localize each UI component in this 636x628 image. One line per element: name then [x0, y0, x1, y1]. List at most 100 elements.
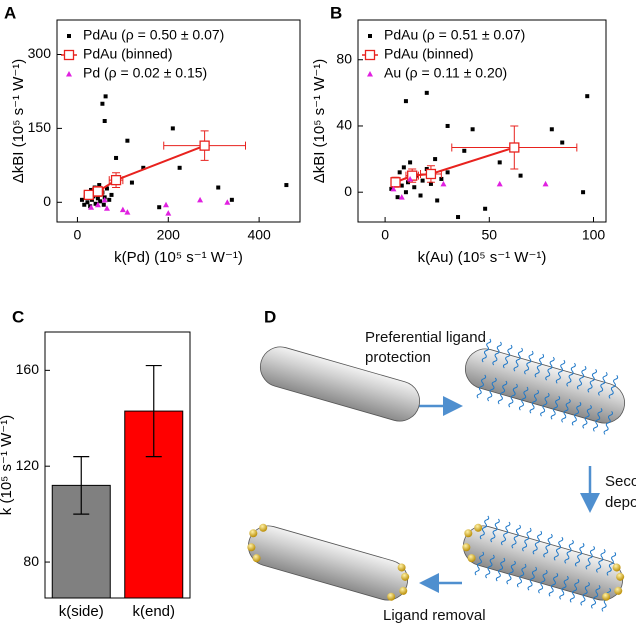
- x-tick-label: 50: [482, 227, 498, 243]
- legend-label: PdAu (binned): [83, 46, 173, 62]
- point: [560, 140, 565, 145]
- nanorod: [465, 338, 625, 435]
- ligand: [566, 362, 576, 387]
- point: [92, 186, 104, 197]
- gold-particle: [474, 523, 483, 532]
- gold-particle: [464, 529, 473, 538]
- point: [412, 185, 417, 190]
- x-tick-label: 0: [381, 227, 389, 243]
- point: [424, 90, 429, 95]
- ligand: [543, 533, 553, 558]
- x-tick-label: k(side): [59, 603, 104, 620]
- ligand: [502, 344, 513, 369]
- y-tick-label: 80: [336, 50, 352, 66]
- point: [119, 206, 126, 213]
- ligand: [518, 386, 529, 411]
- legend-label: PdAu (ρ = 0.51 ± 0.07): [384, 27, 525, 43]
- point: [107, 197, 112, 202]
- ligand: [506, 560, 516, 585]
- x-tick-label: 100: [582, 227, 606, 243]
- point: [104, 186, 109, 191]
- point: [141, 165, 146, 170]
- point: [440, 180, 447, 187]
- x-axis-label: k(Pd) (10⁵ s⁻¹ W⁻¹): [114, 249, 243, 266]
- legend-label: Au (ρ = 0.11 ± 0.20): [384, 65, 507, 81]
- ligand: [545, 356, 555, 381]
- point: [114, 155, 119, 160]
- gold-particle: [397, 563, 406, 572]
- ligand: [559, 575, 569, 600]
- point: [124, 209, 131, 215]
- point: [456, 215, 461, 220]
- y-tick-label: 80: [23, 553, 39, 569]
- gold-particle: [612, 563, 621, 572]
- ligand: [606, 552, 617, 576]
- ligand: [576, 365, 587, 390]
- point: [83, 189, 94, 201]
- ligand: [524, 350, 534, 375]
- ligand: [608, 375, 619, 399]
- ligand: [555, 359, 566, 384]
- point: [581, 190, 586, 195]
- ligand: [476, 374, 487, 399]
- gold-particle: [614, 586, 623, 595]
- point: [82, 202, 87, 207]
- point: [103, 94, 108, 99]
- point: [165, 210, 172, 216]
- point: [407, 175, 414, 182]
- plot-frame: [44, 331, 191, 599]
- ligand: [585, 545, 596, 570]
- gold-particle: [387, 592, 396, 601]
- legend-label: PdAu (binned): [384, 46, 474, 62]
- ligand: [548, 572, 559, 597]
- ligand: [534, 353, 545, 378]
- binned-line: [395, 146, 515, 184]
- point: [418, 193, 423, 198]
- gold-particle: [462, 543, 471, 552]
- ligand: [500, 521, 511, 546]
- ligand: [580, 581, 590, 606]
- ligand: [487, 377, 497, 402]
- point: [98, 199, 103, 204]
- step-text: Preferential ligand: [365, 329, 486, 346]
- rod-body: [260, 346, 420, 422]
- ligand: [474, 551, 485, 576]
- gold-particle: [616, 572, 625, 581]
- y-tick-label: 0: [43, 193, 51, 209]
- point: [197, 196, 204, 203]
- panel-letter: A: [4, 3, 16, 22]
- point: [435, 198, 440, 203]
- point: [199, 140, 210, 151]
- point: [542, 180, 549, 187]
- ligand: [571, 401, 582, 426]
- rod-body: [465, 348, 625, 424]
- point: [284, 183, 289, 188]
- step-text: Ligand removal: [383, 607, 486, 624]
- ligand: [538, 569, 548, 594]
- point: [97, 183, 102, 188]
- point: [509, 142, 520, 153]
- ligand: [564, 539, 574, 564]
- gold-particle: [401, 572, 410, 581]
- legend-label: Pd (ρ = 0.02 ± 0.15): [83, 65, 207, 81]
- point: [420, 178, 425, 183]
- point: [110, 174, 122, 186]
- step-text: Second metal: [605, 473, 636, 490]
- nanorod: [247, 523, 410, 601]
- point: [399, 183, 404, 188]
- gold-particle: [602, 592, 611, 601]
- point: [390, 185, 397, 192]
- point: [439, 176, 444, 181]
- ligand: [490, 518, 500, 543]
- x-tick-label: 200: [157, 227, 181, 243]
- legend-marker: [368, 34, 372, 38]
- point: [88, 204, 95, 210]
- point: [408, 160, 413, 165]
- point: [170, 126, 175, 131]
- ligand: [582, 404, 592, 429]
- point: [433, 157, 438, 162]
- ligand: [569, 578, 580, 603]
- plot-frame: [357, 19, 607, 223]
- legend-marker: [67, 34, 71, 38]
